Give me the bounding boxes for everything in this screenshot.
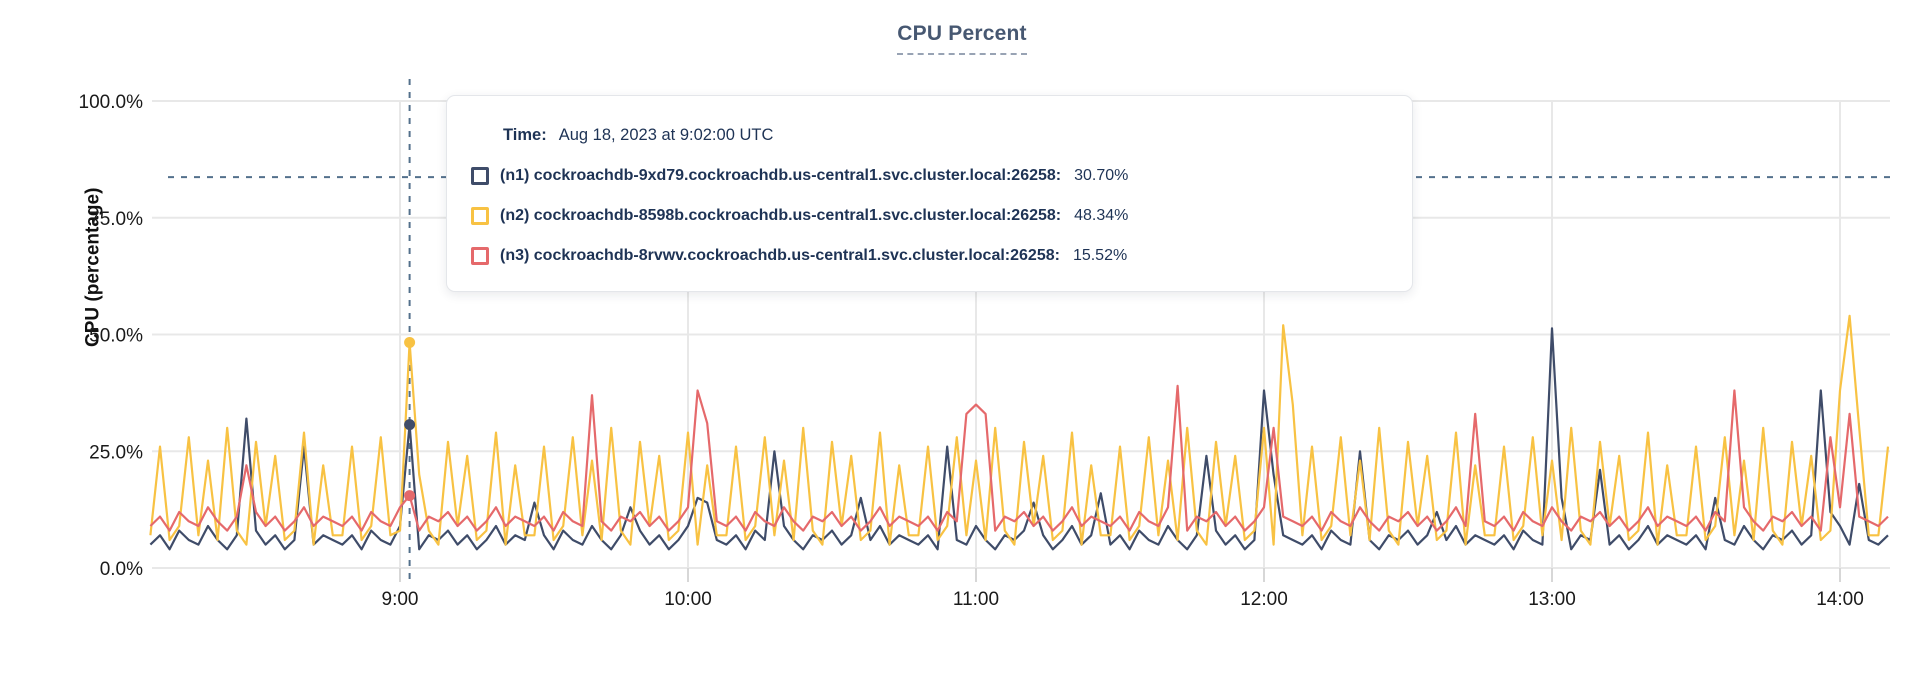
cursor-marker-n1 — [404, 419, 416, 431]
y-tick-label: 100.0% — [79, 92, 144, 113]
chart-tooltip: Time: Aug 18, 2023 at 9:02:00 UTC (n1) co… — [446, 95, 1413, 292]
y-tick-label: 25.0% — [89, 442, 143, 463]
tooltip-n3-value: 15.52% — [1072, 247, 1128, 264]
cursor-marker-n3 — [404, 490, 416, 502]
x-tick-label: 13:00 — [1528, 589, 1576, 610]
tooltip-n2-label: (n2) cockroachdb-8598b.cockroachdb.us-ce… — [500, 207, 1062, 224]
tooltip-row-n3: (n3) cockroachdb-8rvwv.cockroachdb.us-ce… — [471, 247, 1388, 265]
series-n2-swatch-icon — [471, 207, 489, 225]
tooltip-time-value: Aug 18, 2023 at 9:02:00 UTC — [558, 126, 774, 144]
series-line-n2 — [149, 314, 1890, 546]
chart-title[interactable]: CPU Percent — [897, 22, 1027, 55]
series-line-n3 — [149, 384, 1889, 532]
tooltip-row-n2: (n2) cockroachdb-8598b.cockroachdb.us-ce… — [471, 207, 1388, 225]
chart-title-wrap: CPU Percent — [0, 22, 1924, 55]
tooltip-time-row: Time: Aug 18, 2023 at 9:02:00 UTC — [503, 126, 1388, 145]
x-tick-label: 14:00 — [1816, 589, 1864, 610]
x-tick-label: 10:00 — [664, 589, 712, 610]
tooltip-time-label: Time: — [503, 126, 547, 144]
x-tick-label: 9:00 — [382, 589, 419, 610]
tooltip-n3-label: (n3) cockroachdb-8rvwv.cockroachdb.us-ce… — [500, 247, 1060, 264]
tooltip-n1-label: (n1) cockroachdb-9xd79.cockroachdb.us-ce… — [500, 167, 1062, 184]
series-n3-swatch-icon — [471, 247, 489, 265]
y-tick-label: 0.0% — [100, 559, 143, 580]
series-n1-swatch-icon — [471, 167, 489, 185]
tooltip-row-n1: (n1) cockroachdb-9xd79.cockroachdb.us-ce… — [471, 167, 1388, 185]
y-tick-label: 50.0% — [89, 326, 143, 347]
tooltip-n2-value: 48.34% — [1074, 207, 1129, 224]
x-tick-label: 12:00 — [1240, 589, 1288, 610]
x-tick-label: 11:00 — [953, 589, 999, 610]
cursor-marker-n2 — [404, 336, 416, 348]
y-tick-label: 75.0% — [89, 209, 143, 230]
tooltip-n1-value: 30.70% — [1074, 167, 1129, 184]
